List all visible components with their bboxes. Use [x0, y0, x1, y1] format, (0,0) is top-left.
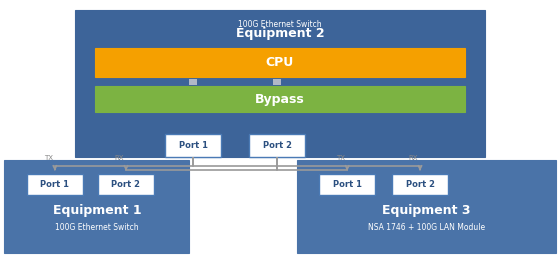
Text: Equipment 1: Equipment 1: [53, 204, 141, 217]
Bar: [75, 10, 485, 157]
Bar: [392, 174, 448, 195]
Text: Equipment 2: Equipment 2: [236, 27, 324, 40]
Text: Port 1: Port 1: [179, 141, 208, 150]
Text: TX: TX: [44, 155, 53, 161]
Text: Port 2: Port 2: [111, 180, 141, 189]
Text: 100G Ethernet Switch: 100G Ethernet Switch: [238, 20, 322, 29]
Bar: [165, 134, 221, 157]
Bar: [27, 174, 83, 195]
Text: RX: RX: [115, 155, 124, 161]
Bar: [273, 79, 281, 85]
Bar: [95, 86, 465, 112]
Text: RX: RX: [409, 155, 418, 161]
Text: Port 2: Port 2: [405, 180, 435, 189]
Bar: [319, 174, 375, 195]
Text: Port 1: Port 1: [40, 180, 69, 189]
Bar: [95, 48, 465, 77]
Text: 100G Ethernet Switch: 100G Ethernet Switch: [55, 223, 139, 231]
Bar: [189, 79, 197, 85]
Bar: [297, 160, 556, 253]
Text: NSA 1746 + 100G LAN Module: NSA 1746 + 100G LAN Module: [367, 223, 485, 231]
Text: Port 2: Port 2: [263, 141, 292, 150]
Bar: [98, 174, 154, 195]
Text: Bypass: Bypass: [255, 93, 305, 106]
Text: CPU: CPU: [266, 56, 294, 69]
Text: Equipment 3: Equipment 3: [382, 204, 470, 217]
Bar: [4, 160, 189, 253]
Text: TX: TX: [336, 155, 345, 161]
Text: Port 1: Port 1: [333, 180, 362, 189]
Bar: [249, 134, 305, 157]
